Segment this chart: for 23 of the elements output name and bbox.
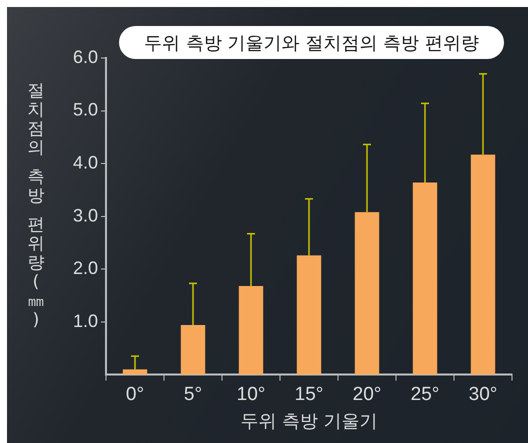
x-tick-label: 0°: [126, 384, 144, 406]
bar: [238, 286, 264, 375]
x-tick-label: 15°: [294, 384, 324, 406]
bar: [412, 182, 438, 375]
bar: [296, 255, 322, 375]
chart-title: 두위 측방 기울기와 절치점의 측방 편위량: [119, 26, 504, 59]
x-axis-title: 두위 측방 기울기: [240, 410, 378, 432]
y-tick-label: 2.0: [72, 258, 98, 278]
text: 절치점의 측방 편위량(㎜): [28, 81, 44, 330]
bar: [180, 325, 206, 375]
bar: [470, 154, 496, 375]
y-tick-label: 1.0: [72, 310, 98, 331]
y-tick-label: 4.0: [72, 152, 98, 172]
x-tick-label: 20°: [352, 384, 382, 406]
y-tick-label: 5.0: [72, 100, 98, 120]
x-tick-label: 5°: [184, 384, 202, 406]
x-tick-label: 10°: [236, 384, 266, 406]
y-tick-label: 6.0: [72, 46, 98, 67]
bar: [122, 369, 148, 375]
y-tick-label: 3.0: [72, 205, 98, 226]
bar: [354, 212, 380, 375]
x-tick-label: 25°: [410, 384, 440, 406]
x-tick-label: 30°: [468, 384, 498, 406]
